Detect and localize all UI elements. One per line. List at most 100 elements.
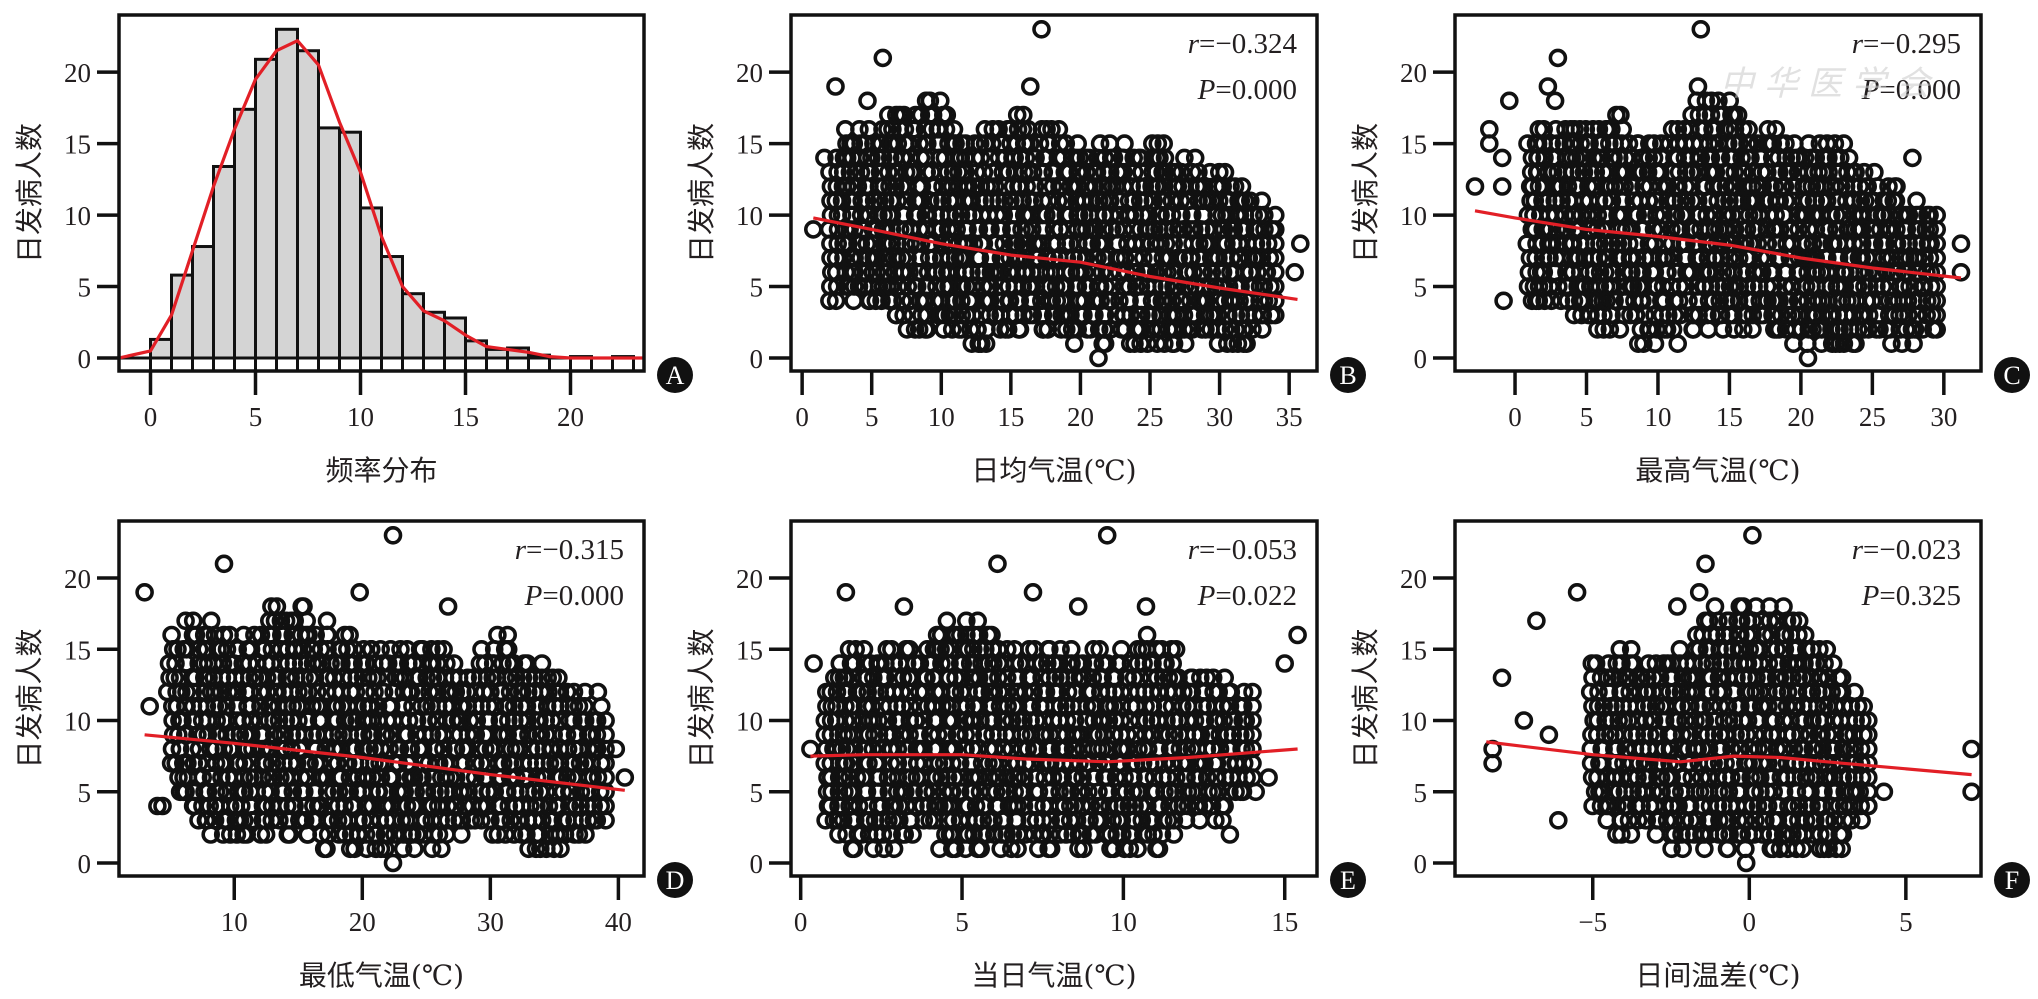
data-point: [606, 739, 626, 759]
rug-cell: [548, 356, 572, 371]
data-point: [472, 639, 491, 659]
data-point: [1492, 668, 1512, 688]
data-point: [383, 853, 403, 873]
data-point: [1920, 205, 1939, 225]
stat-p-symbol: P: [1197, 580, 1216, 612]
data-point: [1789, 148, 1809, 168]
data-point: [1025, 177, 1044, 196]
plot-area: [119, 27, 644, 371]
histogram-bar: [296, 49, 320, 360]
stat-p-value: =0.022: [1215, 580, 1297, 612]
plot-frame: [117, 13, 646, 373]
stat-r: r=−0.315: [515, 534, 624, 566]
data-point: [1545, 91, 1565, 111]
data-point: [1241, 191, 1260, 211]
data-point: [1612, 654, 1631, 673]
x-tick-label: 30: [1930, 402, 1957, 432]
panel-label: A: [666, 361, 685, 390]
data-point: [588, 682, 608, 702]
x-tick-label: 0: [144, 402, 158, 432]
data-point: [1586, 654, 1606, 673]
data-point: [904, 162, 924, 182]
y-tick-label: 10: [64, 201, 91, 231]
x-tick-label: 15: [997, 402, 1024, 432]
data-point: [1465, 177, 1485, 196]
data-point: [1702, 91, 1721, 111]
x-tick-label: 10: [1110, 907, 1137, 937]
histogram-bar: [233, 107, 257, 360]
y-axis-title: 日发病人数: [685, 123, 718, 263]
data-point: [1664, 248, 1683, 268]
stat-r-value: =−0.315: [526, 534, 624, 566]
data-point: [1246, 782, 1265, 802]
rug-cell: [254, 356, 278, 371]
histogram-bar: [149, 337, 173, 360]
data-point: [1051, 639, 1070, 659]
y-tick-label: 20: [736, 564, 763, 594]
panel-label-circle: [1994, 357, 2030, 393]
histogram-bar: [212, 164, 236, 360]
data-point: [1500, 91, 1519, 111]
data-point: [1049, 120, 1069, 139]
stat-r: r=−0.023: [1852, 534, 1961, 566]
data-point: [1259, 768, 1278, 787]
data-point: [361, 639, 381, 659]
scatter-points: [1483, 525, 1981, 873]
panel-label: C: [2003, 361, 2020, 390]
data-point: [1668, 597, 1687, 616]
data-point: [1480, 134, 1499, 153]
data-point: [1494, 291, 1513, 311]
data-point: [1252, 191, 1272, 211]
data-point: [1962, 739, 1981, 759]
x-tick-label: 5: [1580, 402, 1594, 432]
plot-frame: [1453, 519, 1983, 878]
stat-r-value: =−0.023: [1863, 534, 1961, 566]
stat-p-symbol: P: [1861, 580, 1880, 612]
stat-r-symbol: r: [1852, 28, 1864, 60]
x-tick-label: 25: [1859, 402, 1886, 432]
data-point: [1527, 611, 1546, 631]
x-tick-label: 10: [347, 402, 374, 432]
y-tick-label: 5: [78, 778, 92, 808]
data-point: [383, 525, 403, 545]
histogram-bar: [254, 57, 278, 360]
rug-cell: [317, 356, 341, 371]
x-tick-label: 20: [349, 907, 376, 937]
y-tick-label: 10: [64, 707, 91, 737]
data-point: [982, 625, 1001, 645]
data-point: [214, 554, 234, 574]
y-tick-label: 15: [1400, 635, 1427, 665]
panel-label-badge: C: [1994, 357, 2030, 393]
data-point: [549, 668, 568, 688]
y-tick-label: 20: [736, 58, 763, 88]
x-tick-label: 20: [557, 402, 584, 432]
data-point: [1090, 134, 1110, 153]
y-axis-title: 日发病人数: [1349, 628, 1382, 768]
stat-p-symbol: P: [1197, 74, 1216, 106]
density-curve: [119, 39, 644, 360]
x-tick-label: 20: [1787, 402, 1814, 432]
data-point: [1899, 205, 1919, 225]
y-tick-label: 20: [64, 58, 91, 88]
data-point: [1691, 19, 1711, 39]
data-point: [804, 654, 823, 673]
data-point: [1056, 134, 1076, 153]
stat-p-value: =0.000: [542, 580, 624, 612]
y-tick-label: 10: [1400, 707, 1427, 737]
data-point: [1155, 148, 1175, 168]
data-point: [1776, 134, 1795, 153]
data-point: [153, 796, 172, 816]
stat-p: P=0.325: [1861, 580, 1961, 612]
data-point: [1182, 205, 1202, 225]
data-point: [543, 668, 563, 688]
loess-fit-line: [144, 733, 625, 792]
data-point: [985, 177, 1005, 196]
x-axis-title: 当日气温(℃): [971, 959, 1136, 992]
stat-r-symbol: r: [1188, 28, 1200, 60]
data-point: [1483, 753, 1502, 773]
data-point: [1611, 105, 1630, 125]
